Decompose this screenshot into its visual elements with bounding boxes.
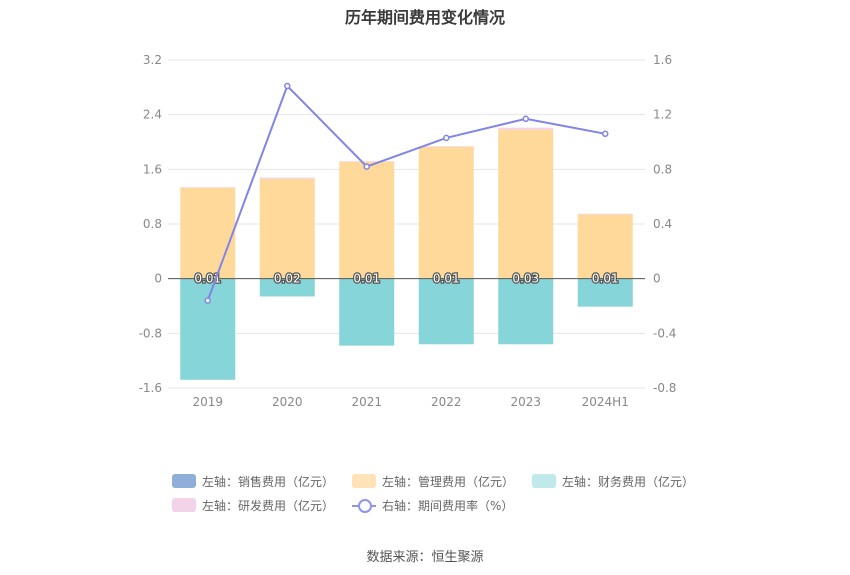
ratio-point [522, 115, 529, 123]
left-tick-label: 2.4 [143, 108, 162, 122]
legend-item-finance[interactable]: 左轴：财务费用（亿元） [532, 473, 694, 489]
left-tick-label: 1.6 [143, 162, 162, 176]
legend-swatch-finance [532, 474, 557, 488]
bar-finance [259, 278, 315, 297]
left-tick-label: 0.8 [143, 217, 162, 231]
left-tick-label: -0.8 [139, 326, 162, 340]
legend-swatch-admin [352, 474, 377, 488]
legend-label-finance: 左轴：财务费用（亿元） [562, 474, 695, 489]
x-tick-label: 2021 [351, 395, 382, 409]
bar-admin [577, 214, 633, 279]
right-tick-label: 0.4 [653, 217, 672, 231]
ratio-line [206, 84, 606, 301]
left-tick-label: 0 [154, 272, 162, 286]
x-tick-label: 2019 [192, 395, 223, 409]
bar-admin [418, 146, 474, 279]
legend-label-rd: 左轴：研发费用（亿元） [202, 498, 335, 513]
ratio-point [204, 297, 211, 304]
x-tick-label: 2022 [431, 395, 462, 409]
data-label: 0.01 [433, 272, 460, 286]
bar-finance [339, 278, 395, 346]
bar-rd [180, 187, 236, 188]
legend: 左轴：销售费用（亿元） 左轴：管理费用（亿元） 左轴：财务费用（亿元） 左轴：研… [172, 473, 694, 521]
right-tick-label: 0 [653, 272, 661, 286]
right-tick-label: -0.4 [653, 326, 676, 340]
bar-admin [180, 187, 236, 279]
data-label: 0.02 [274, 272, 301, 286]
bar-admin [498, 129, 554, 279]
legend-item-admin[interactable]: 左轴：管理费用（亿元） [352, 473, 514, 489]
bar-rd [418, 146, 474, 147]
legend-label-ratio: 右轴：期间费用率（%） [382, 498, 514, 513]
x-tick-label: 2024H1 [582, 395, 629, 409]
x-tick-label: 2023 [510, 395, 541, 409]
bar-admin [339, 161, 395, 279]
legend-swatch-rd [172, 498, 196, 512]
left-tick-label: -1.6 [139, 381, 162, 395]
right-tick-label: 1.6 [653, 53, 672, 67]
bar-finance [577, 278, 633, 307]
legend-label-admin: 左轴：管理费用（亿元） [382, 474, 515, 489]
bar-finance [180, 278, 236, 380]
data-label: 0.01 [353, 272, 380, 286]
bar-finance [418, 278, 474, 345]
right-tick-label: 1.2 [653, 108, 672, 122]
legend-item-ratio[interactable]: 右轴：期间费用率（%） [352, 497, 513, 513]
ratio-point [602, 130, 609, 138]
data-label: 0.03 [512, 272, 539, 286]
bar-admin [259, 178, 315, 279]
left-tick-label: 3.2 [143, 53, 162, 67]
bar-rd [577, 213, 633, 215]
ratio-point [443, 134, 450, 142]
chart-title: 历年期间费用变化情况 [344, 8, 505, 27]
right-tick-label: -0.8 [653, 381, 676, 395]
bar-rd [498, 127, 554, 130]
data-source: 数据来源：恒生聚源 [366, 550, 484, 565]
legend-swatch-sales [172, 474, 196, 488]
legend-item-sales[interactable]: 左轴：销售费用（亿元） [172, 473, 334, 489]
chart-plot: 3.2 2.4 1.6 0.8 0 -0.8 -1.6 1.6 1.2 0.8 0.4 0 -0.4 -0… [139, 53, 677, 409]
ratio-point [363, 163, 370, 170]
legend-item-rd[interactable]: 左轴：研发费用（亿元） [172, 497, 334, 513]
data-label: 0.01 [592, 272, 619, 286]
bar-rd [259, 177, 315, 179]
legend-label-sales: 左轴：销售费用（亿元） [202, 474, 335, 489]
right-tick-label: 0.8 [653, 162, 672, 176]
bar-finance [498, 278, 554, 345]
bar-rd [339, 161, 395, 162]
x-tick-label: 2020 [272, 395, 303, 409]
ratio-point [284, 82, 291, 90]
legend-line-icon [352, 498, 377, 513]
